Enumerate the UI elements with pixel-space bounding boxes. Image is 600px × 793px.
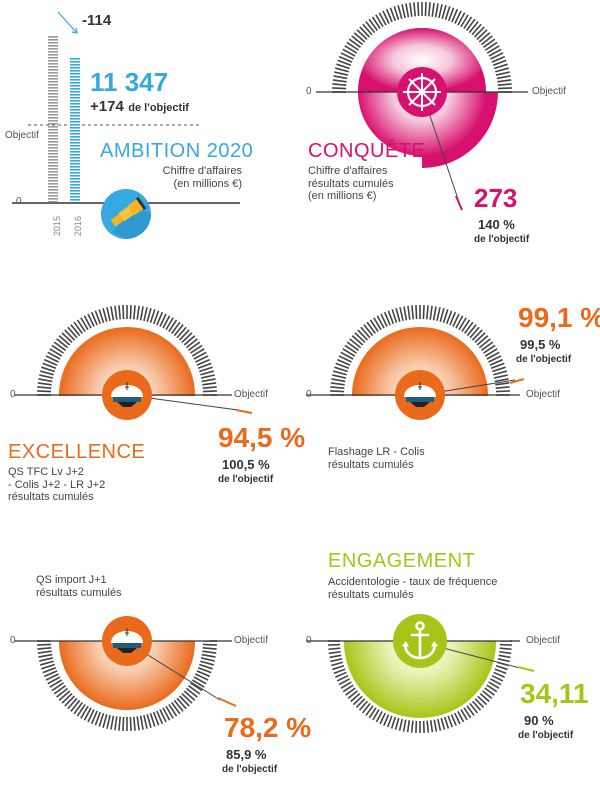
captain-hat-icon — [102, 616, 152, 666]
qs-import-objectif: Objectif — [234, 635, 268, 646]
flashage-subtitle-line2: résultats cumulés — [328, 458, 414, 471]
qs-import-pct-suffix: de l'objectif — [222, 764, 278, 775]
anchor-icon — [393, 614, 447, 668]
flashage-pct-suffix: de l'objectif — [516, 354, 572, 365]
ambition-value: 11 347 — [90, 67, 169, 97]
captain-hat-icon — [102, 370, 152, 420]
flashage-zero: 0 — [306, 389, 312, 400]
gap-arrow-head — [71, 27, 78, 34]
engagement-pct: 90 % — [524, 713, 554, 728]
engagement-subtitle: Accidentologie - taux de fréquence résul… — [328, 576, 497, 601]
engagement-title: ENGAGEMENT — [328, 550, 476, 572]
ambition-chart — [12, 11, 240, 239]
engagement-ticks — [328, 640, 512, 733]
qs-import-subtitle-line2: résultats cumulés — [36, 586, 122, 599]
flashage-objectif: Objectif — [526, 389, 560, 400]
flashage-ticks — [330, 305, 510, 396]
conquete-value: 273 — [474, 183, 518, 213]
excellence-subtitle-line2: - Colis J+2 - LR J+2 — [8, 478, 106, 491]
qs-import-zero: 0 — [10, 635, 16, 646]
engagement-subtitle-line2: résultats cumulés — [328, 588, 414, 601]
excellence-subtitle: QS TFC Lv J+2 - Colis J+2 - LR J+2 résul… — [8, 466, 105, 504]
ambition-zero: 0 — [16, 196, 22, 207]
qs-import-pct: 85,9 % — [226, 747, 267, 762]
year-2016: 2016 — [73, 215, 83, 236]
ambition-subtitle-line2: (en millions €) — [173, 177, 242, 190]
ambition-objectif-label: Objectif — [5, 130, 39, 141]
flashage-pct: 99,5 % — [520, 337, 561, 352]
ambition-delta-line: +174 de l'objectif — [90, 98, 189, 116]
qs-import-ticks — [37, 640, 217, 731]
engagement-subtitle-line1: Accidentologie - taux de fréquence — [328, 576, 498, 588]
flashage-subtitle: Flashage LR - Colis résultats cumulés — [328, 446, 425, 471]
excellence-subtitle-line3: résultats cumulés — [8, 491, 94, 504]
conquete-pct-suffix: de l'objectif — [474, 234, 530, 245]
conquete-zero: 0 — [306, 86, 312, 97]
ambition-title: AMBITION 2020 — [100, 140, 254, 162]
excellence-title: EXCELLENCE — [8, 441, 146, 463]
year-2015: 2015 — [52, 215, 62, 236]
engagement-objectif: Objectif — [526, 635, 560, 646]
engagement-pct-suffix: de l'objectif — [518, 730, 574, 741]
conquete-objectif: Objectif — [532, 86, 566, 97]
engagement-zero: 0 — [306, 635, 312, 646]
conquete-subtitle-line2: résultats cumulés — [308, 177, 394, 190]
ambition-subtitle: Chiffre d'affaires (en millions €) — [163, 165, 242, 190]
qs-import-gauge — [14, 560, 237, 731]
ambition-gap: -114 — [82, 12, 112, 29]
flashage-gauge — [306, 305, 525, 476]
conquete-subtitle-line3: (en millions €) — [308, 190, 377, 203]
captain-hat-icon — [395, 370, 445, 420]
bar-2016 — [70, 58, 80, 201]
conquete-subtitle: Chiffre d'affaires résultats cumulés (en… — [308, 165, 394, 203]
flashage-subtitle-line1: Flashage LR - Colis — [328, 446, 425, 458]
conquete-title: CONQUÊTE — [308, 140, 426, 162]
excellence-value: 94,5 % — [218, 422, 306, 453]
ambition-subtitle-line1: Chiffre d'affaires — [162, 165, 242, 177]
qs-import-subtitle: QS import J+1 résultats cumulés — [36, 574, 122, 599]
engagement-gauge — [306, 560, 535, 733]
qs-import-subtitle-line1: QS import J+1 — [36, 574, 107, 586]
conquete-pct: 140 % — [478, 217, 515, 232]
excellence-subtitle-line1: QS TFC Lv J+2 — [8, 466, 84, 478]
gap-arrow — [57, 11, 77, 33]
excellence-gauge — [14, 305, 253, 476]
excellence-objectif: Objectif — [234, 389, 268, 400]
ambition-delta: +174 — [90, 98, 124, 115]
conquete-gauge — [316, 2, 528, 211]
qs-import-value: 78,2 % — [224, 712, 312, 743]
telescope-icon — [101, 189, 151, 239]
excellence-ticks — [37, 305, 217, 396]
excellence-pct: 100,5 % — [222, 457, 270, 472]
bar-2015 — [48, 36, 58, 203]
conquete-ticks — [332, 2, 512, 93]
flashage-value: 99,1 % — [518, 302, 600, 333]
conquete-subtitle-line1: Chiffre d'affaires — [308, 165, 388, 177]
ship-wheel-icon — [397, 67, 447, 117]
engagement-value: 34,11 — [520, 678, 589, 709]
excellence-zero: 0 — [10, 389, 16, 400]
excellence-pct-suffix: de l'objectif — [218, 474, 274, 485]
ambition-delta-suffix: de l'objectif — [128, 102, 189, 114]
